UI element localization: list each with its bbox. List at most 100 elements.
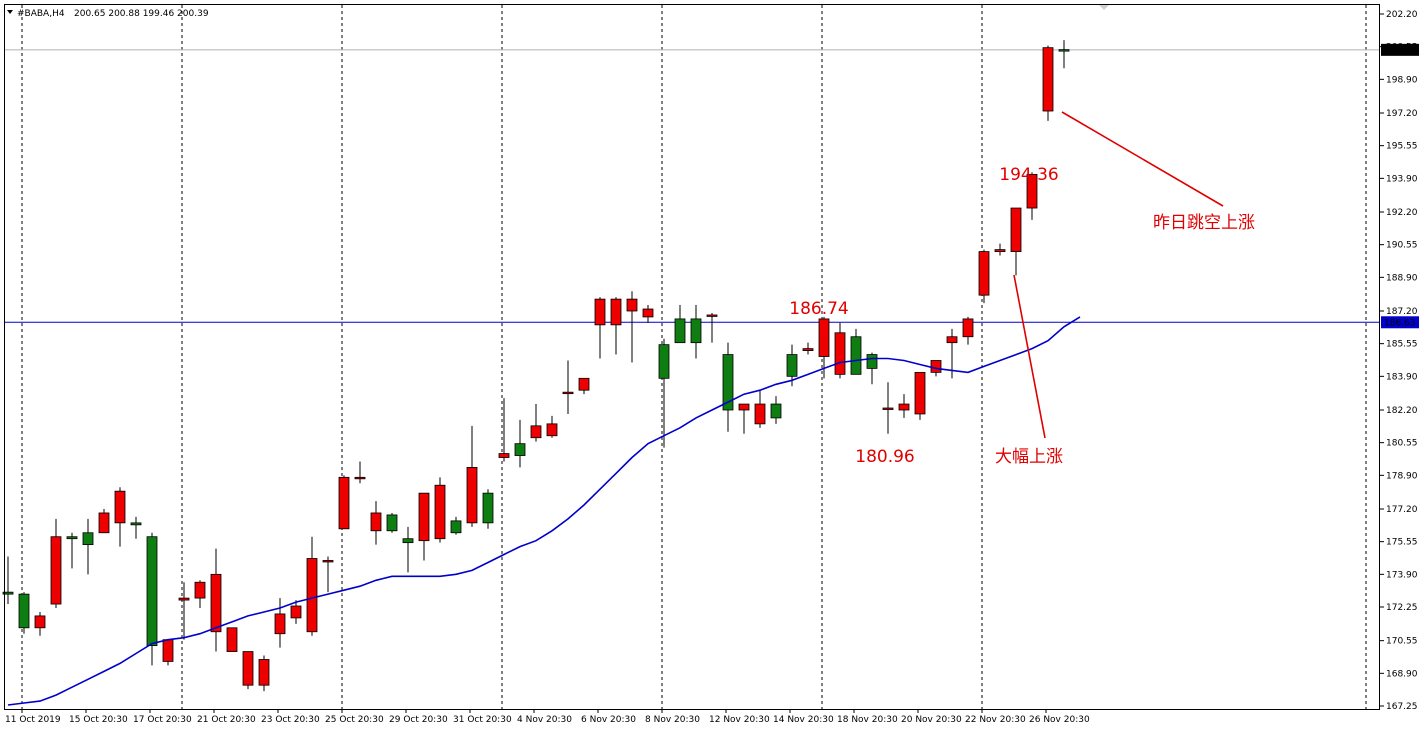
candle-43 <box>690 305 702 359</box>
candle-body-17 <box>274 613 286 635</box>
candle-27 <box>434 477 446 543</box>
x-tick-label-3: 21 Oct 20:30 <box>197 715 256 725</box>
y-tick-label-5: 193.90 <box>1386 174 1418 184</box>
candle-body-48 <box>770 403 782 419</box>
candle-body-61 <box>978 251 990 296</box>
header-dropdown-icon[interactable] <box>7 10 13 14</box>
x-tick-label-6: 29 Oct 20:30 <box>389 715 448 725</box>
candle-body-26 <box>418 492 430 542</box>
candle-body-8 <box>130 522 142 526</box>
candle-11 <box>178 582 190 640</box>
x-tick-label-12: 14 Nov 20:30 <box>773 715 834 725</box>
candle-body-66 <box>1058 49 1070 52</box>
x-tick-label-9: 6 Nov 20:30 <box>581 715 636 725</box>
candle-body-14 <box>226 627 238 652</box>
candle-body-4 <box>66 536 78 540</box>
candle-body-28 <box>450 520 462 534</box>
candle-body-50 <box>802 348 814 351</box>
candle-19 <box>306 536 318 636</box>
x-tick-label-2: 17 Oct 20:30 <box>133 715 192 725</box>
candle-57 <box>914 371 926 420</box>
price-lines <box>5 49 1380 323</box>
candle-18 <box>290 600 302 624</box>
candle-body-9 <box>146 536 158 647</box>
candle-3 <box>50 518 62 608</box>
candle-body-52 <box>834 332 846 375</box>
candle-body-38 <box>610 298 622 326</box>
annotation-4: 昨日跳空上涨 <box>1153 213 1255 233</box>
candle-22 <box>354 461 366 484</box>
candle-14 <box>226 627 238 652</box>
candle-28 <box>450 516 462 535</box>
candle-20 <box>322 556 334 593</box>
candle-33 <box>530 404 542 442</box>
y-tick-label-12: 182.20 <box>1386 406 1418 416</box>
time-axis[interactable]: 11 Oct 2019 15 Oct 20:30 17 Oct 20:30 21 Oc… <box>5 709 1090 725</box>
header-symbol: #BABA,H4 <box>17 9 65 19</box>
price-axis[interactable]: 202.20200.55198.90197.20195.55193.90192.… <box>1380 10 1419 712</box>
candle-5 <box>82 518 94 575</box>
candle-body-43 <box>690 318 702 344</box>
hline-price-label-text: 186.63 <box>1384 318 1416 328</box>
candle-body-12 <box>194 581 206 599</box>
y-tick-label-11: 183.90 <box>1386 372 1418 382</box>
candle-23 <box>370 501 382 545</box>
candle-29 <box>466 425 478 527</box>
candle-body-5 <box>82 532 94 546</box>
candle-55 <box>882 382 894 434</box>
y-tick-label-2: 198.90 <box>1386 75 1418 85</box>
candle-49 <box>786 344 798 387</box>
candle-44 <box>706 312 718 343</box>
y-tick-label-20: 168.90 <box>1386 669 1418 679</box>
candle-body-39 <box>626 298 638 312</box>
candle-body-54 <box>866 354 878 369</box>
annotation-0: 186.74 <box>789 299 848 319</box>
candle-body-47 <box>754 403 766 425</box>
candle-48 <box>770 396 782 424</box>
annotations: 186.74 180.96 194.36 大幅上涨 昨日跳空上涨 <box>789 165 1255 467</box>
y-tick-label-15: 177.20 <box>1386 505 1418 515</box>
x-tick-label-1: 15 Oct 20:30 <box>69 715 128 725</box>
candle-body-35 <box>562 391 574 395</box>
candle-body-37 <box>594 298 606 326</box>
candle-40 <box>642 305 654 323</box>
annotation-1: 180.96 <box>855 447 914 467</box>
candle-body-0 <box>2 591 14 595</box>
candle-0 <box>2 556 14 605</box>
candle-body-7 <box>114 490 126 524</box>
candle-21 <box>338 475 350 530</box>
candle-body-1 <box>18 593 30 629</box>
candle-17 <box>274 598 286 648</box>
candle-body-57 <box>914 371 926 415</box>
y-tick-label-9: 187.20 <box>1386 307 1418 317</box>
x-tick-label-0: 11 Oct 2019 <box>5 715 61 725</box>
annotation-2: 194.36 <box>999 165 1058 185</box>
candle-body-60 <box>962 318 974 338</box>
candle-53 <box>850 328 862 375</box>
y-tick-label-8: 188.90 <box>1386 273 1418 283</box>
x-tick-label-5: 25 Oct 20:30 <box>325 715 384 725</box>
candle-body-45 <box>722 354 734 411</box>
candle-24 <box>386 512 398 533</box>
candle-30 <box>482 489 494 529</box>
candle-body-51 <box>818 318 830 357</box>
candle-8 <box>130 516 142 539</box>
candle-32 <box>514 419 526 468</box>
candle-body-18 <box>290 605 302 619</box>
candle-16 <box>258 655 270 692</box>
shift-marker-icon[interactable] <box>1098 4 1110 10</box>
candle-body-3 <box>50 536 62 605</box>
candle-26 <box>418 492 430 561</box>
candle-60 <box>962 316 974 345</box>
candle-42 <box>674 305 686 344</box>
y-tick-label-16: 175.55 <box>1386 538 1418 548</box>
candle-45 <box>722 342 734 432</box>
candle-body-46 <box>738 403 750 411</box>
candle-body-21 <box>338 476 350 530</box>
candle-46 <box>738 403 750 434</box>
y-tick-label-3: 197.20 <box>1386 109 1418 119</box>
candle-65 <box>1042 45 1054 121</box>
x-tick-label-7: 31 Oct 20:30 <box>453 715 512 725</box>
candle-body-22 <box>354 476 366 480</box>
